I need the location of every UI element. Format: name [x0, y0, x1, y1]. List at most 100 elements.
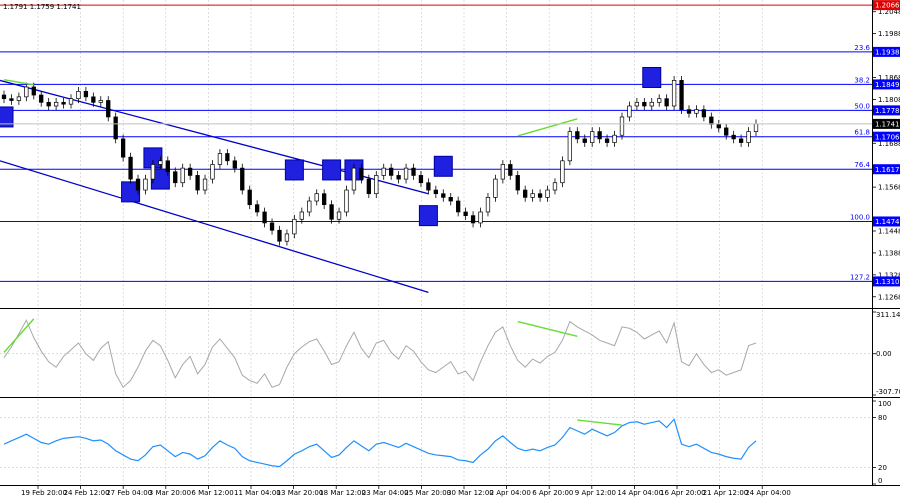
- candlestick: [619, 112, 625, 140]
- candlestick: [396, 171, 401, 184]
- divergence-lines: [3, 78, 578, 137]
- candlestick: [180, 163, 185, 188]
- time-tick-label: 25 Mar 20:00: [404, 489, 451, 497]
- candle-body: [76, 91, 81, 100]
- candlestick: [254, 200, 260, 217]
- candle-body: [657, 98, 662, 103]
- candlestick: [411, 163, 416, 180]
- candlestick: [537, 189, 543, 202]
- candle-body: [53, 101, 59, 107]
- candle-body: [567, 131, 573, 162]
- candle-body: [575, 131, 580, 140]
- candlestick: [418, 171, 424, 188]
- candle-body: [694, 109, 699, 114]
- candlestick: [560, 156, 565, 188]
- divergence-line: [3, 78, 34, 86]
- price-axis[interactable]: 1.2048 1.1988 1.1868 1.1808 1.1688 1.1568 1.14…: [872, 8, 900, 301]
- main-panel[interactable]: 23.6 38.2 50.0 61.8 76.4 100.0 127.2: [0, 0, 872, 307]
- candlestick: [135, 174, 141, 195]
- candle-body: [671, 80, 677, 107]
- candlestick: [530, 189, 535, 202]
- candlestick: [83, 86, 89, 102]
- price-tag-box: [873, 0, 900, 11]
- candlestick: [500, 160, 506, 184]
- candlestick: [322, 189, 327, 210]
- candlestick: [724, 123, 729, 140]
- candlestick: [441, 189, 446, 202]
- candle-body: [9, 98, 14, 101]
- rsi-line: [3, 418, 757, 468]
- candle-body: [649, 101, 654, 107]
- candle-body: [322, 193, 327, 206]
- candle-body: [738, 138, 744, 143]
- time-tick-label: 27 Feb 04:00: [106, 489, 152, 497]
- price-tag-label: 1.1706: [875, 133, 900, 141]
- candlestick: [143, 174, 148, 195]
- price-tag-box: [873, 216, 900, 227]
- candle-body: [180, 167, 185, 184]
- candle-body: [225, 153, 230, 162]
- candlestick: [478, 207, 483, 228]
- candle-body: [247, 189, 252, 206]
- candlestick: [351, 163, 357, 195]
- candlestick: [627, 101, 632, 122]
- oscillator-divergences: [3, 318, 578, 353]
- candlestick: [307, 196, 312, 217]
- time-tick-label: 19 Feb 20:00: [21, 489, 67, 497]
- candlestick: [165, 156, 170, 177]
- time-tick-label: 3 Mar 20:00: [149, 489, 191, 497]
- candlestick: [225, 149, 230, 166]
- candlestick: [381, 163, 386, 180]
- candle-body: [269, 222, 275, 231]
- candlestick: [657, 94, 662, 107]
- candle-body: [135, 178, 141, 191]
- price-tag-box: [873, 46, 900, 57]
- candlestick: [247, 185, 252, 210]
- candle-body: [173, 171, 178, 184]
- candlestick: [61, 97, 66, 109]
- candle-body: [523, 189, 528, 198]
- candle-body: [389, 167, 394, 176]
- candle-body: [403, 167, 409, 180]
- candle-body: [120, 138, 126, 158]
- candle-body: [456, 200, 461, 213]
- candle-body: [61, 101, 66, 105]
- pattern-box: [322, 159, 342, 181]
- candlestick: [671, 76, 677, 111]
- candle-body: [150, 164, 156, 180]
- osc-tick-label: 0.00: [876, 350, 892, 358]
- time-tick-label: 14 Apr 04:00: [617, 489, 663, 497]
- candle-body: [314, 193, 319, 202]
- candle-body: [582, 138, 587, 143]
- candle-body: [202, 178, 208, 191]
- candle-body: [731, 134, 736, 140]
- rsi-tick-label: 100: [878, 400, 891, 408]
- oscillator-panel[interactable]: [0, 310, 872, 396]
- candlestick: [232, 156, 237, 173]
- candle-body: [307, 200, 312, 213]
- candle-body: [1, 94, 7, 100]
- candlestick: [731, 130, 736, 144]
- price-tag-label: 1.1741: [875, 120, 900, 128]
- candle-body: [664, 98, 669, 107]
- candlestick: [612, 130, 617, 147]
- candlestick: [403, 163, 409, 184]
- price-tick-label: 1.1808: [878, 96, 900, 104]
- candlestick: [575, 127, 580, 144]
- candlestick: [582, 134, 587, 147]
- candle-body: [262, 211, 267, 224]
- candle-body: [470, 215, 476, 224]
- candle-body: [411, 167, 416, 176]
- osc-tick-label: 311.1497: [876, 311, 900, 319]
- candlestick: [746, 127, 751, 147]
- candlestick: [39, 90, 44, 107]
- candlestick: [634, 97, 640, 111]
- candle-body: [158, 160, 163, 165]
- candle-body: [106, 100, 111, 118]
- rsi-panel[interactable]: [0, 399, 872, 484]
- price-tick-label: 1.1568: [878, 184, 900, 192]
- price-tick-label: 1.1688: [878, 140, 900, 148]
- candle-body: [359, 167, 364, 180]
